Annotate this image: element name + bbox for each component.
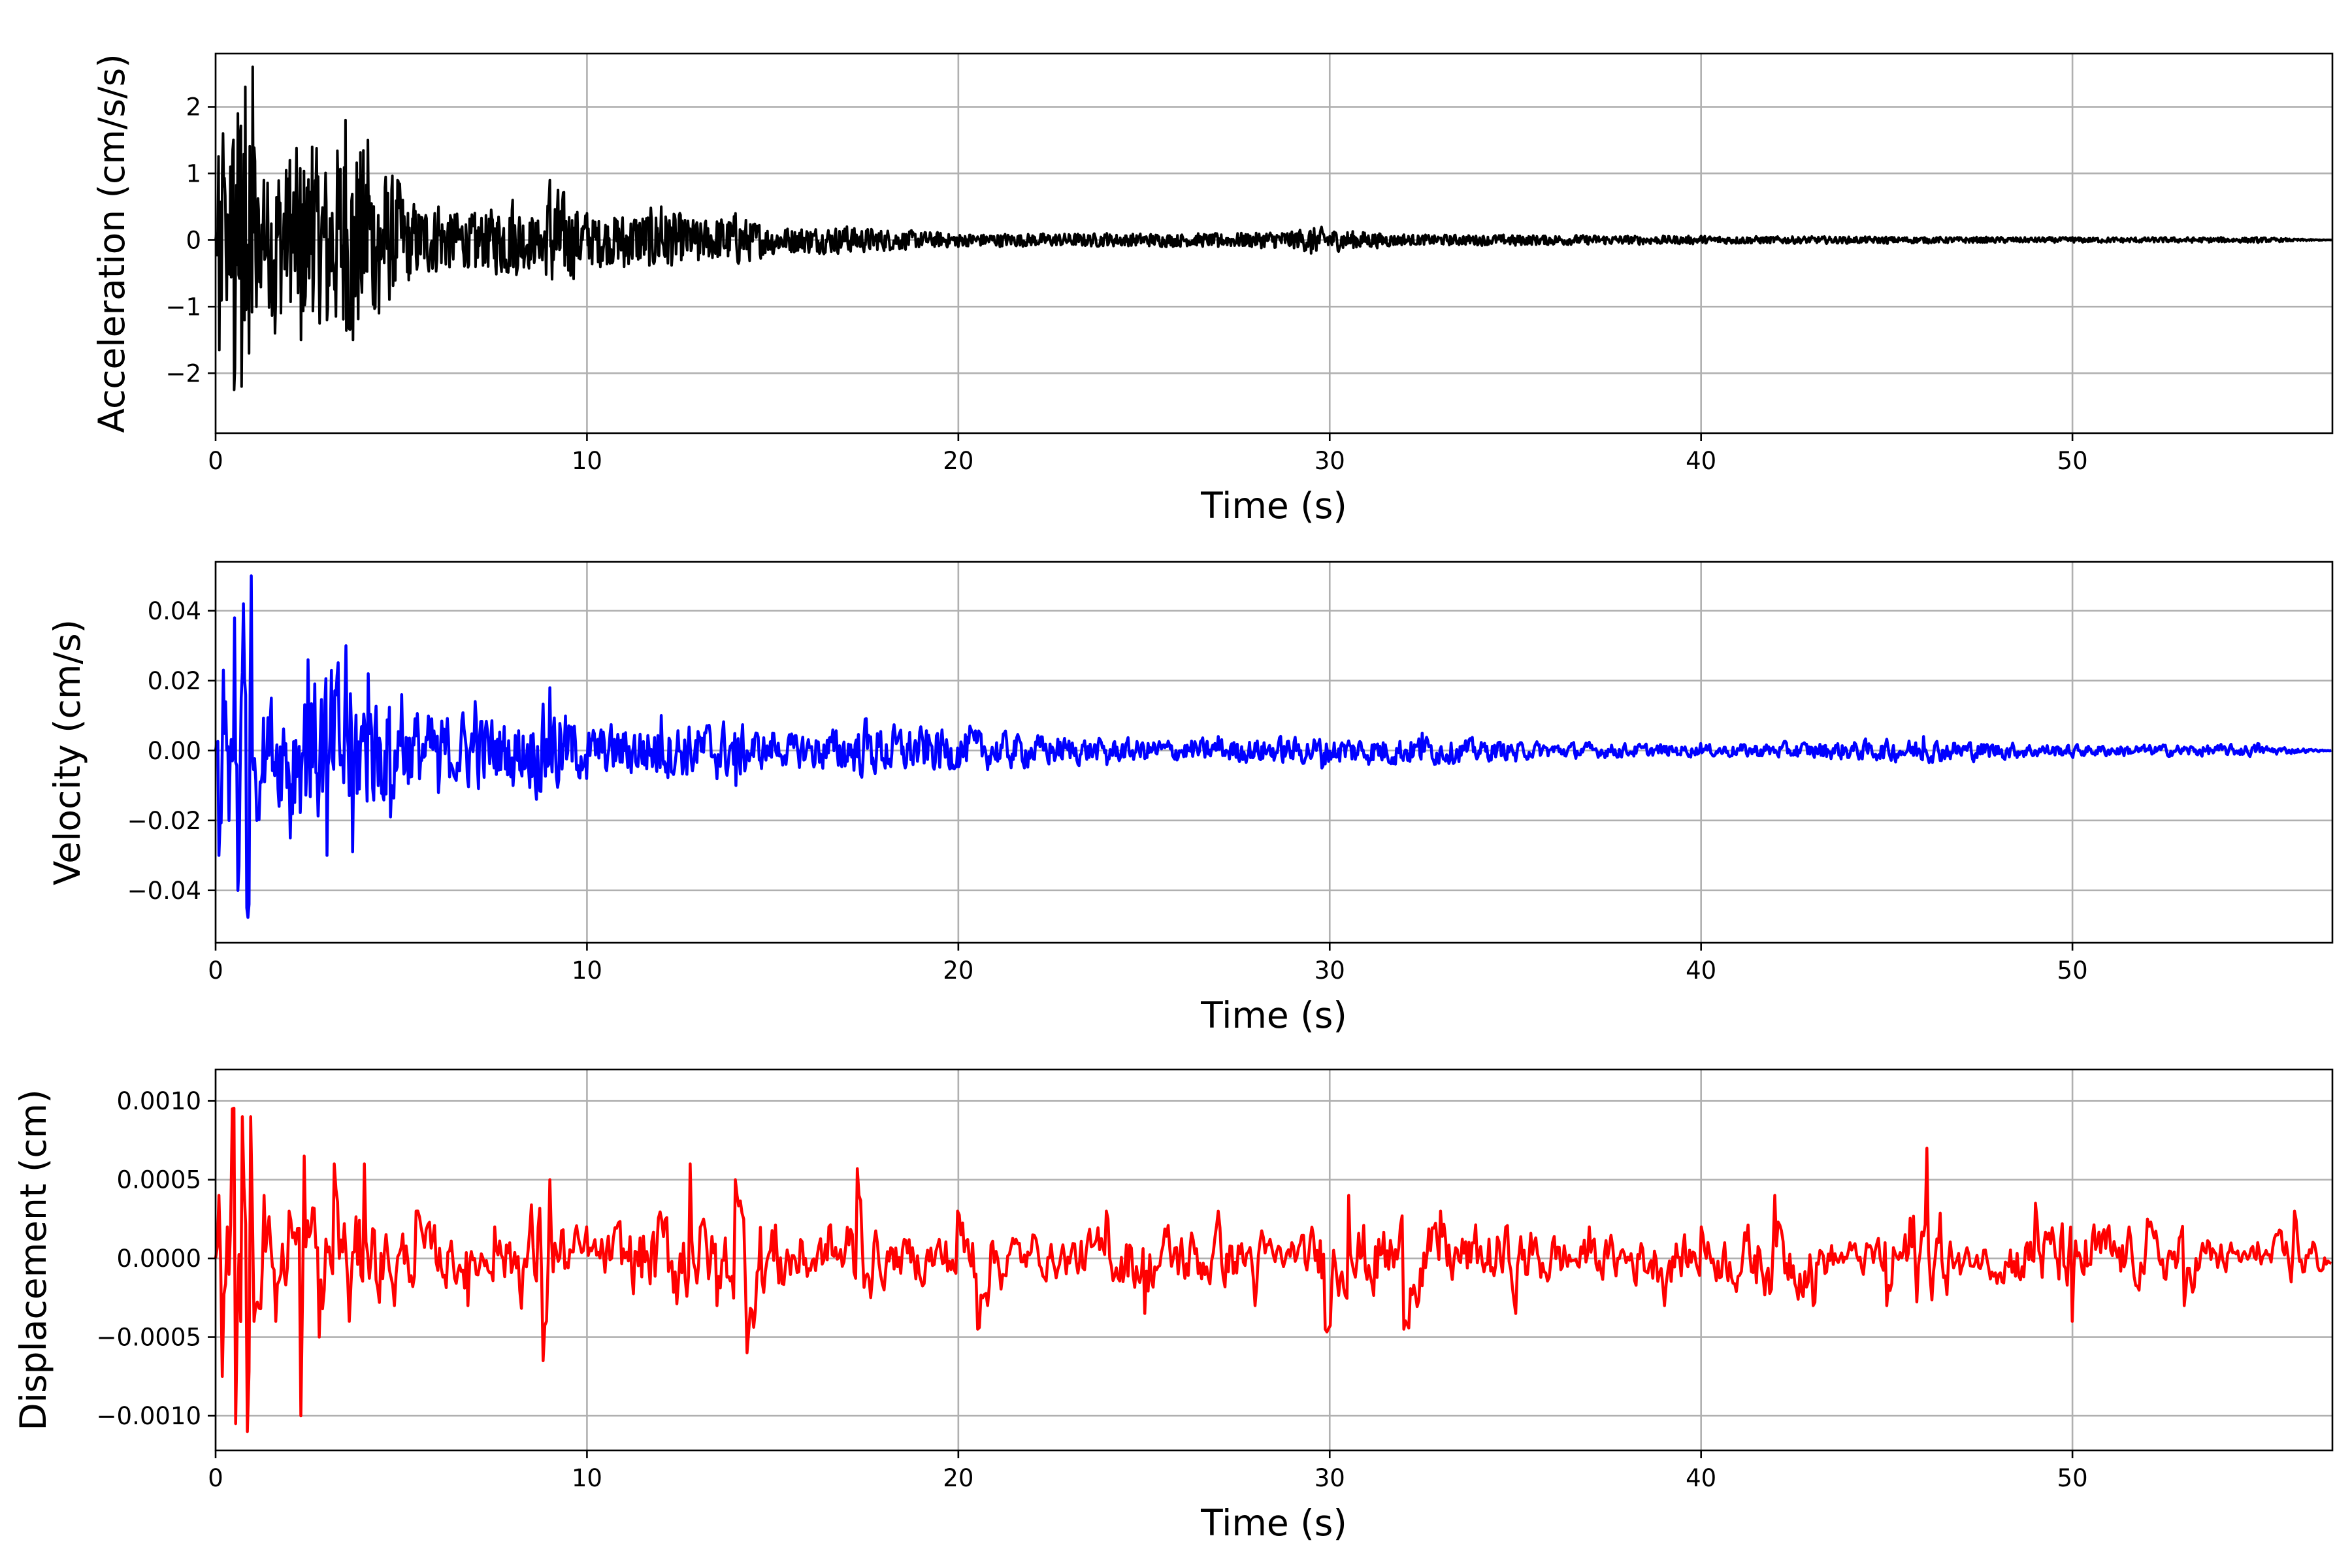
velocity-x-tick-label: 40 bbox=[1686, 956, 1716, 985]
velocity-x-tick-label: 0 bbox=[208, 956, 223, 985]
displacement-x-tick-label: 10 bbox=[572, 1464, 602, 1492]
acceleration-trace bbox=[214, 65, 2332, 391]
displacement-panel: 0 10 20 30 40 50 −0.0010 −0.0005 0.0000 0.0005 0.0… bbox=[12, 1068, 2334, 1544]
displacement-x-tick-label: 40 bbox=[1686, 1464, 1716, 1492]
velocity-x-tick-label: 30 bbox=[1315, 956, 1345, 985]
acceleration-x-axis-label: Time (s) bbox=[1200, 485, 1347, 527]
acceleration-x-tick-label: 40 bbox=[1686, 447, 1716, 475]
acceleration-x-tick-label: 30 bbox=[1315, 447, 1345, 475]
displacement-ticks: 0 10 20 30 40 50 −0.0010 −0.0005 0.0000 0.0005 0.0… bbox=[97, 1087, 2088, 1492]
displacement-y-tick-label: −0.0005 bbox=[97, 1324, 201, 1352]
acceleration-y-tick-label: 2 bbox=[186, 93, 201, 122]
displacement-y-tick-label: 0.0000 bbox=[117, 1245, 201, 1273]
displacement-y-tick-label: 0.0005 bbox=[117, 1166, 201, 1194]
velocity-x-tick-label: 10 bbox=[572, 956, 602, 985]
velocity-plot-frame bbox=[214, 561, 2334, 944]
displacement-y-tick-label: 0.0010 bbox=[117, 1087, 201, 1115]
displacement-plot-frame bbox=[214, 1068, 2334, 1452]
displacement-x-tick-label: 0 bbox=[208, 1464, 223, 1492]
acceleration-x-tick-label: 10 bbox=[572, 447, 602, 475]
acceleration-x-tick-label: 0 bbox=[208, 447, 223, 475]
velocity-y-tick-label: 0.00 bbox=[148, 737, 201, 765]
velocity-x-tick-label: 20 bbox=[943, 956, 973, 985]
acceleration-plot-frame bbox=[214, 52, 2334, 434]
acceleration-y-tick-label: 0 bbox=[186, 226, 201, 254]
displacement-y-axis-label: Displacement (cm) bbox=[12, 1089, 54, 1430]
displacement-y-tick-label: −0.0010 bbox=[97, 1402, 201, 1430]
velocity-y-tick-label: 0.02 bbox=[148, 667, 201, 695]
velocity-series-line bbox=[214, 574, 2332, 919]
velocity-ticks: 0 10 20 30 40 50 −0.04 −0.02 0.00 0.02 0.04 bbox=[127, 597, 2088, 985]
acceleration-ticks: 0 10 20 30 40 50 −2 −1 0 1 2 bbox=[165, 93, 2087, 475]
acceleration-y-tick-label: −1 bbox=[165, 293, 201, 321]
displacement-x-tick-label: 20 bbox=[943, 1464, 973, 1492]
acceleration-y-tick-label: 1 bbox=[186, 159, 201, 188]
velocity-y-tick-label: −0.04 bbox=[127, 877, 201, 905]
velocity-y-tick-label: 0.04 bbox=[148, 597, 201, 625]
displacement-trace bbox=[214, 1106, 2332, 1433]
acceleration-y-tick-label: −2 bbox=[165, 359, 201, 387]
acceleration-panel: 0 10 20 30 40 50 −2 −1 0 1 2 Time (s) Acceleration… bbox=[91, 52, 2334, 527]
velocity-x-tick-label: 50 bbox=[2057, 956, 2088, 985]
velocity-panel: 0 10 20 30 40 50 −0.04 −0.02 0.00 0.02 0.04 Time (… bbox=[46, 561, 2334, 1036]
velocity-y-tick-label: −0.02 bbox=[127, 807, 201, 835]
displacement-x-axis-label: Time (s) bbox=[1200, 1502, 1347, 1544]
acceleration-x-tick-label: 50 bbox=[2057, 447, 2088, 475]
velocity-y-axis-label: Velocity (cm/s) bbox=[46, 619, 88, 885]
displacement-x-tick-label: 30 bbox=[1315, 1464, 1345, 1492]
acceleration-x-tick-label: 20 bbox=[943, 447, 973, 475]
velocity-trace bbox=[214, 574, 2332, 919]
displacement-series-line bbox=[214, 1106, 2332, 1433]
displacement-x-tick-label: 50 bbox=[2057, 1464, 2088, 1492]
velocity-x-axis-label: Time (s) bbox=[1200, 994, 1347, 1036]
acceleration-y-axis-label: Acceleration (cm/s/s) bbox=[91, 54, 133, 433]
acceleration-series-line bbox=[214, 65, 2332, 391]
